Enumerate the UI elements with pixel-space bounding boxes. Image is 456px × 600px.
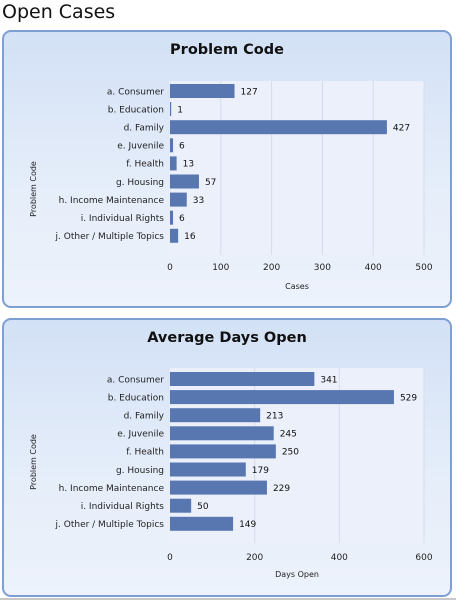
x-tick-label: 0 [167,553,173,563]
data-label: 179 [252,466,269,476]
category-label: h. Income Maintenance [59,484,165,494]
bar [170,498,192,513]
bar [170,480,267,495]
data-label: 127 [241,87,258,97]
bar [170,390,394,405]
x-tick-label: 600 [415,553,432,563]
bar [170,174,199,189]
bar [170,156,177,171]
data-label: 229 [273,484,290,494]
bar [170,372,315,386]
data-label: 427 [393,124,410,134]
category-label: e. Juvenile [117,430,164,440]
average-days-open-chart: 0 200 400 600 a. Consumer 341 b. Education 529 d… [29,368,433,579]
problem-code-chart-panel: Problem Code 0 100 200 300 400 500 a. Consumer… [2,30,452,308]
x-tick-label: 200 [263,263,280,273]
problem-code-chart: 0 100 200 300 400 500 a. Consumer 127 b. Educati… [29,81,433,291]
category-label: a. Consumer [107,375,164,385]
bar [170,210,174,225]
category-label: i. Individual Rights [81,214,165,224]
category-label: d. Family [124,124,165,134]
bar [170,426,274,441]
x-tick-label: 300 [314,263,331,273]
category-label: g. Housing [116,178,164,188]
data-label: 33 [193,196,204,206]
x-tick-label: 500 [415,263,432,273]
bar [170,444,276,459]
bar [170,462,246,477]
x-tick-label: 0 [167,263,173,273]
data-label: 57 [205,178,216,188]
category-label: f. Health [126,160,164,170]
bar [170,120,387,135]
category-label: h. Income Maintenance [59,196,165,206]
data-label: 149 [239,520,256,530]
data-label: 13 [183,160,194,170]
category-label: j. Other / Multiple Topics [55,520,165,530]
x-tick-label: 400 [331,553,348,563]
data-label: 6 [179,142,185,152]
y-axis-label: Problem Code [29,161,38,217]
bar [170,138,174,153]
category-label: f. Health [126,448,164,458]
category-label: d. Family [124,412,165,422]
bar [170,408,261,423]
x-tick-label: 200 [246,553,263,563]
category-label: g. Housing [116,466,164,476]
data-label: 245 [280,430,297,440]
data-label: 250 [282,448,299,458]
page-title: Open Cases [2,1,116,23]
bar [170,192,187,207]
x-tick-label: 400 [365,263,382,273]
data-label: 50 [197,502,209,512]
bar [170,228,179,243]
category-label: i. Individual Rights [81,502,165,512]
average-days-open-chart-panel: Average Days Open 0 200 400 600 a. Consumer 3… [2,318,452,597]
data-label: 529 [400,393,417,403]
chart-title: Average Days Open [147,330,307,346]
x-axis-label: Days Open [275,570,319,579]
category-label: j. Other / Multiple Topics [55,232,165,242]
data-label: 6 [179,214,185,224]
x-tick-label: 100 [212,263,229,273]
bar [170,516,234,531]
data-label: 1 [177,105,183,115]
category-label: b. Education [108,393,164,403]
plot-area [170,81,424,255]
data-label: 16 [184,232,196,242]
bar [170,102,172,117]
data-label: 341 [320,375,337,385]
data-label: 213 [266,412,283,422]
category-label: a. Consumer [107,87,164,97]
bar [170,84,235,98]
y-axis-label: Problem Code [29,434,38,490]
category-label: e. Juvenile [117,142,164,152]
chart-title: Problem Code [170,42,284,58]
page-bottom-divider [0,598,456,600]
category-label: b. Education [108,105,164,115]
x-axis-label: Cases [285,282,309,291]
